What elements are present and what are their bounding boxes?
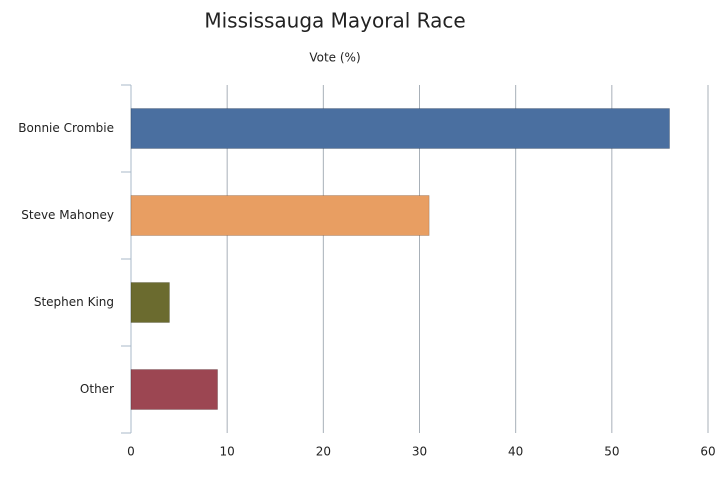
x-tick-label: 60 bbox=[700, 445, 715, 459]
chart-subtitle: Vote (%) bbox=[309, 51, 360, 65]
y-tick-label: Other bbox=[80, 382, 114, 396]
x-tick-label: 20 bbox=[316, 445, 331, 459]
x-tick-label: 30 bbox=[412, 445, 427, 459]
x-tick-label: 50 bbox=[604, 445, 619, 459]
bar bbox=[130, 195, 430, 236]
x-tick-label: 0 bbox=[127, 445, 135, 459]
x-tick-label: 10 bbox=[220, 445, 235, 459]
y-tick-label: Stephen King bbox=[34, 295, 114, 309]
bar bbox=[130, 282, 170, 323]
x-tick-label: 40 bbox=[508, 445, 523, 459]
bar bbox=[130, 108, 670, 149]
y-tick-label: Bonnie Crombie bbox=[18, 121, 114, 135]
chart-title: Mississauga Mayoral Race bbox=[204, 9, 465, 33]
bar bbox=[130, 369, 218, 410]
y-tick-label: Steve Mahoney bbox=[21, 208, 114, 222]
